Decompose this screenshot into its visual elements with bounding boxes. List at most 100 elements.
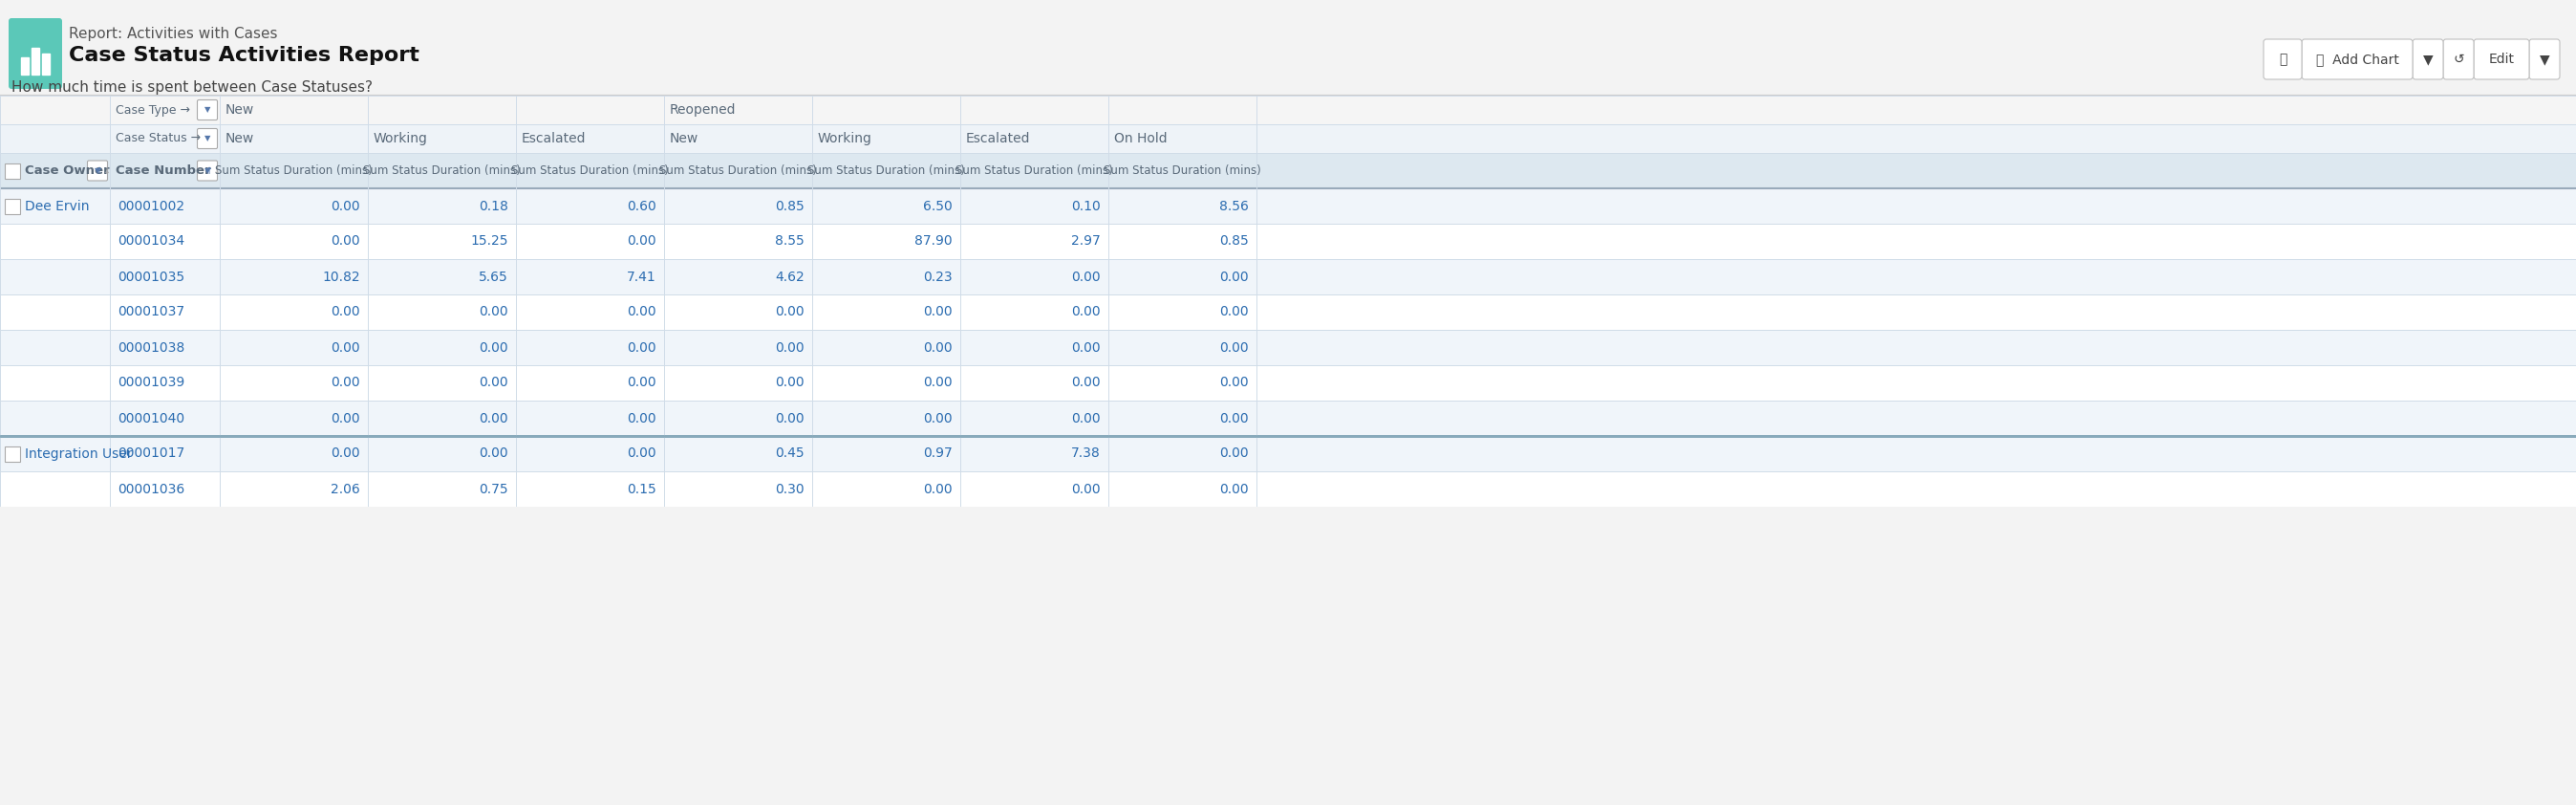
Text: Edit: Edit [2488,52,2514,66]
Text: ↓: ↓ [103,166,111,175]
Text: 0.85: 0.85 [775,200,804,213]
FancyBboxPatch shape [2264,39,2303,80]
Bar [0,153,2576,188]
Text: Integration User: Integration User [26,447,131,460]
Text: 🗠  Add Chart: 🗠 Add Chart [2316,52,2398,66]
FancyBboxPatch shape [198,129,216,149]
Text: Case Number: Case Number [116,164,211,177]
Text: 0.00: 0.00 [330,376,361,390]
Text: 0.00: 0.00 [922,482,953,496]
Text: ▼: ▼ [2424,52,2432,66]
Bar [5,163,21,178]
Text: Sum Status Duration (mins): Sum Status Duration (mins) [216,164,374,177]
Text: 00001017: 00001017 [118,447,185,460]
Text: 0.00: 0.00 [1072,341,1100,354]
Bar [0,401,2576,436]
FancyBboxPatch shape [2442,39,2473,80]
Text: 0.00: 0.00 [922,305,953,319]
Text: 0.00: 0.00 [330,235,361,248]
Text: ▼: ▼ [2540,52,2550,66]
Text: 0.60: 0.60 [626,200,657,213]
Text: 00001039: 00001039 [118,376,185,390]
Text: 0.00: 0.00 [330,341,361,354]
Text: Escalated: Escalated [966,132,1030,146]
FancyBboxPatch shape [2530,39,2561,80]
Text: On Hold: On Hold [1113,132,1167,146]
Text: 4.62: 4.62 [775,270,804,283]
Text: 0.00: 0.00 [626,341,657,354]
Text: 00001002: 00001002 [118,200,185,213]
Text: 0.00: 0.00 [1218,447,1249,460]
Text: 7.41: 7.41 [626,270,657,283]
Text: 0.00: 0.00 [330,200,361,213]
Bar [5,198,21,213]
Text: Case Owner: Case Owner [26,164,111,177]
Text: Working: Working [819,132,873,146]
Text: 0.00: 0.00 [922,376,953,390]
Text: 0.00: 0.00 [479,305,507,319]
Text: 2.97: 2.97 [1072,235,1100,248]
Bar [0,224,2576,259]
Text: 15.25: 15.25 [471,235,507,248]
FancyBboxPatch shape [2473,39,2530,80]
Text: ▼: ▼ [204,134,211,143]
Text: 0.00: 0.00 [922,341,953,354]
Text: 0.00: 0.00 [1072,411,1100,425]
Text: ↺: ↺ [2452,52,2465,66]
Text: 0.00: 0.00 [1072,270,1100,283]
Text: Case Status Activities Report: Case Status Activities Report [70,46,420,65]
Text: 87.90: 87.90 [914,235,953,248]
Text: 0.00: 0.00 [1218,341,1249,354]
Text: 0.00: 0.00 [1218,376,1249,390]
Text: 00001035: 00001035 [118,270,185,283]
Text: 0.00: 0.00 [626,376,657,390]
FancyBboxPatch shape [88,161,108,180]
Bar [0,259,2576,295]
Bar [41,54,49,75]
Text: 7.38: 7.38 [1072,447,1100,460]
Text: 00001034: 00001034 [118,235,185,248]
Text: 0.85: 0.85 [1218,235,1249,248]
Text: 10.82: 10.82 [322,270,361,283]
Text: 0.00: 0.00 [1072,305,1100,319]
Bar [31,47,39,75]
Bar [0,96,2576,124]
Text: 0.00: 0.00 [626,411,657,425]
Text: New: New [227,103,255,117]
Text: Report: Activities with Cases: Report: Activities with Cases [70,27,278,41]
Text: 0.45: 0.45 [775,447,804,460]
Text: 00001036: 00001036 [118,482,185,496]
FancyBboxPatch shape [8,19,62,89]
Text: 0.75: 0.75 [479,482,507,496]
Text: New: New [227,132,255,146]
Text: 0.00: 0.00 [330,447,361,460]
Text: 0.00: 0.00 [1218,482,1249,496]
Bar [21,57,28,75]
Text: 2.06: 2.06 [330,482,361,496]
Text: 0.00: 0.00 [479,376,507,390]
FancyBboxPatch shape [2414,39,2442,80]
Bar [0,188,2576,224]
Text: 0.00: 0.00 [626,235,657,248]
Text: 0.00: 0.00 [330,305,361,319]
Text: 0.00: 0.00 [479,411,507,425]
Text: Sum Status Duration (mins): Sum Status Duration (mins) [363,164,520,177]
Bar [0,124,2576,153]
Text: 0.00: 0.00 [922,411,953,425]
Text: How much time is spent between Case Statuses?: How much time is spent between Case Stat… [10,80,374,95]
Text: 0.00: 0.00 [479,341,507,354]
FancyBboxPatch shape [2303,39,2414,80]
Text: 0.00: 0.00 [626,447,657,460]
Text: Sum Status Duration (mins): Sum Status Duration (mins) [806,164,966,177]
Bar [5,446,21,461]
Text: 00001037: 00001037 [118,305,185,319]
Text: 0.00: 0.00 [1072,376,1100,390]
Text: ↑: ↑ [95,166,103,175]
Text: Sum Status Duration (mins): Sum Status Duration (mins) [659,164,817,177]
Text: Sum Status Duration (mins): Sum Status Duration (mins) [510,164,670,177]
Text: 00001038: 00001038 [118,341,185,354]
Bar [0,330,2576,365]
Text: 0.00: 0.00 [775,305,804,319]
Text: Reopened: Reopened [670,103,737,117]
Text: 8.55: 8.55 [775,235,804,248]
